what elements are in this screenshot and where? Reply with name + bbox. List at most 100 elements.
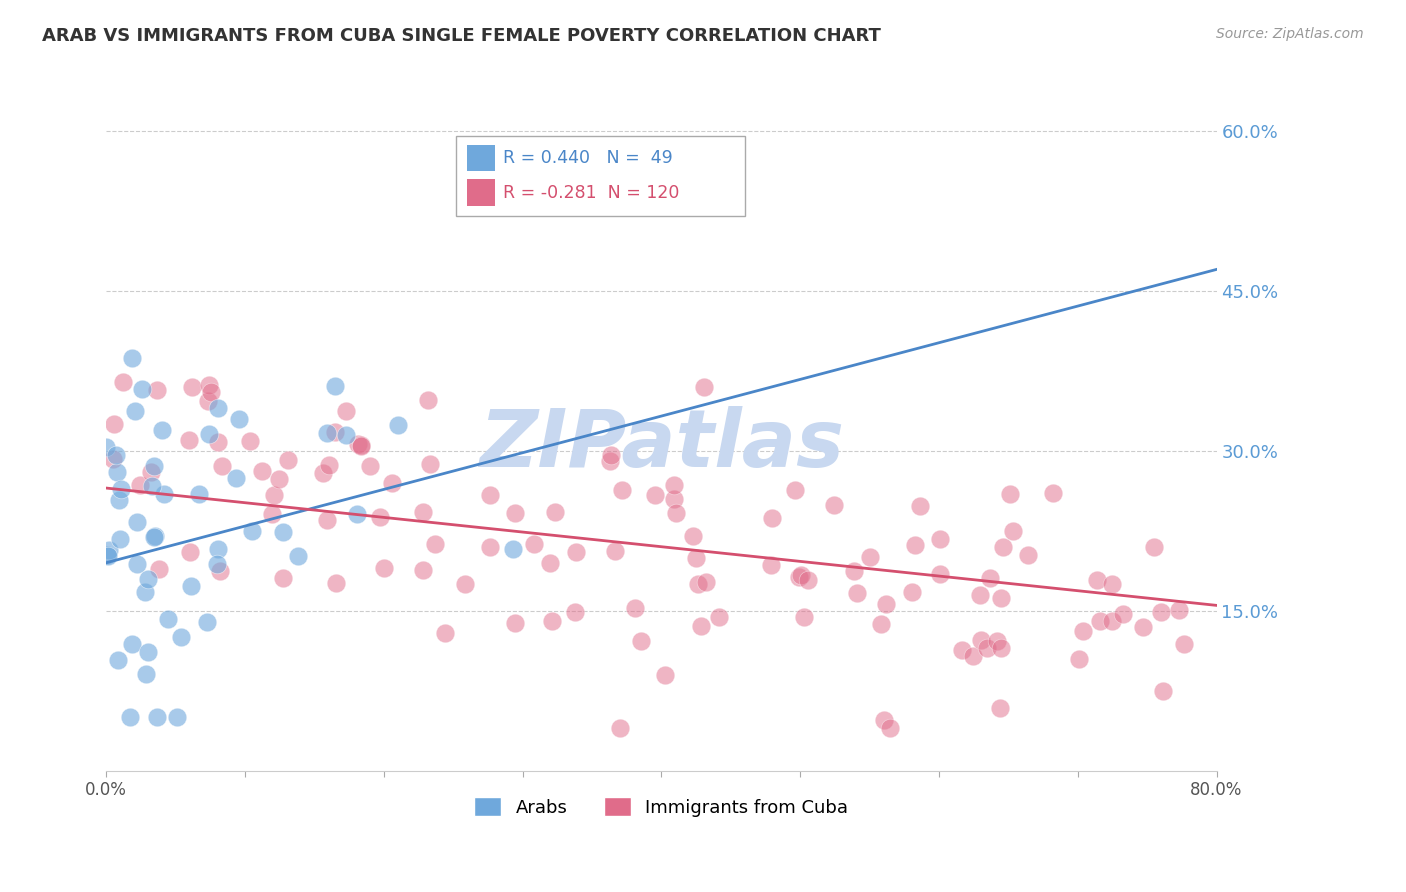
Point <box>976 640 998 655</box>
Point <box>141 466 163 480</box>
Point <box>418 393 440 408</box>
Point <box>1132 620 1154 634</box>
Point <box>103 451 125 466</box>
Point <box>104 448 127 462</box>
Point <box>325 378 347 392</box>
Point <box>1101 614 1123 628</box>
Point <box>207 541 229 556</box>
Point <box>969 588 991 602</box>
Point <box>990 591 1012 605</box>
Point <box>970 633 993 648</box>
Point <box>207 434 229 449</box>
Point <box>502 541 524 556</box>
Point <box>603 543 626 558</box>
Point <box>129 478 152 492</box>
Point <box>141 479 163 493</box>
Point <box>908 499 931 513</box>
Point <box>166 710 188 724</box>
Point <box>682 528 704 542</box>
Point <box>135 667 157 681</box>
Text: R = 0.440   N =  49: R = 0.440 N = 49 <box>502 149 672 167</box>
Point <box>686 577 709 591</box>
Point <box>209 564 232 578</box>
Point <box>1071 624 1094 639</box>
Point <box>315 425 337 440</box>
Text: ARAB VS IMMIGRANTS FROM CUBA SINGLE FEMALE POVERTY CORRELATION CHART: ARAB VS IMMIGRANTS FROM CUBA SINGLE FEMA… <box>42 27 882 45</box>
Point <box>479 540 502 554</box>
Point <box>287 549 309 563</box>
Point <box>312 466 335 480</box>
Point <box>381 475 404 490</box>
Point <box>198 378 221 392</box>
Point <box>228 412 250 426</box>
Point <box>180 379 202 393</box>
FancyBboxPatch shape <box>467 179 495 206</box>
Point <box>271 571 294 585</box>
Point <box>187 487 209 501</box>
Point <box>1101 577 1123 591</box>
Point <box>785 483 807 497</box>
Point <box>693 380 716 394</box>
Point <box>1112 607 1135 621</box>
Point <box>121 637 143 651</box>
FancyBboxPatch shape <box>467 145 495 171</box>
Point <box>138 645 160 659</box>
Point <box>901 584 924 599</box>
Point <box>325 425 347 439</box>
Point <box>599 454 621 468</box>
Point <box>368 509 391 524</box>
Text: R = -0.281  N = 120: R = -0.281 N = 120 <box>502 184 679 202</box>
Point <box>454 577 477 591</box>
Point <box>211 458 233 473</box>
Point <box>359 459 381 474</box>
Point <box>962 648 984 663</box>
Point <box>131 382 153 396</box>
Point <box>793 610 815 624</box>
Point <box>156 612 179 626</box>
Point <box>1067 652 1090 666</box>
Point <box>315 514 337 528</box>
Point <box>269 473 291 487</box>
Point <box>425 537 447 551</box>
Point <box>870 617 893 632</box>
Point <box>1173 637 1195 651</box>
Point <box>1001 524 1024 538</box>
Point <box>142 530 165 544</box>
Point <box>225 470 247 484</box>
Point <box>1042 486 1064 500</box>
Point <box>523 537 546 551</box>
Point <box>797 573 820 587</box>
Point <box>387 417 409 432</box>
Point <box>325 575 347 590</box>
Point <box>979 571 1001 585</box>
Point <box>623 601 645 615</box>
Point <box>609 721 631 735</box>
Point <box>503 615 526 630</box>
Point <box>127 516 149 530</box>
Point <box>118 710 141 724</box>
Point <box>198 427 221 442</box>
Point <box>148 562 170 576</box>
Point <box>239 434 262 449</box>
Point <box>904 538 927 552</box>
Point <box>121 351 143 365</box>
Point <box>170 630 193 644</box>
Point <box>541 615 564 629</box>
Point <box>564 605 586 619</box>
Point <box>419 457 441 471</box>
Point <box>125 557 148 571</box>
Point <box>790 567 813 582</box>
Point <box>250 465 273 479</box>
Point <box>986 634 1008 648</box>
Point <box>350 438 373 452</box>
Point <box>690 619 713 633</box>
Point <box>179 433 201 447</box>
Text: ZIPatlas: ZIPatlas <box>479 406 844 483</box>
Point <box>105 465 128 479</box>
Point <box>112 376 135 390</box>
Point <box>479 488 502 502</box>
Point <box>612 483 634 498</box>
Point <box>707 609 730 624</box>
Point <box>787 570 810 584</box>
Text: Source: ZipAtlas.com: Source: ZipAtlas.com <box>1216 27 1364 41</box>
